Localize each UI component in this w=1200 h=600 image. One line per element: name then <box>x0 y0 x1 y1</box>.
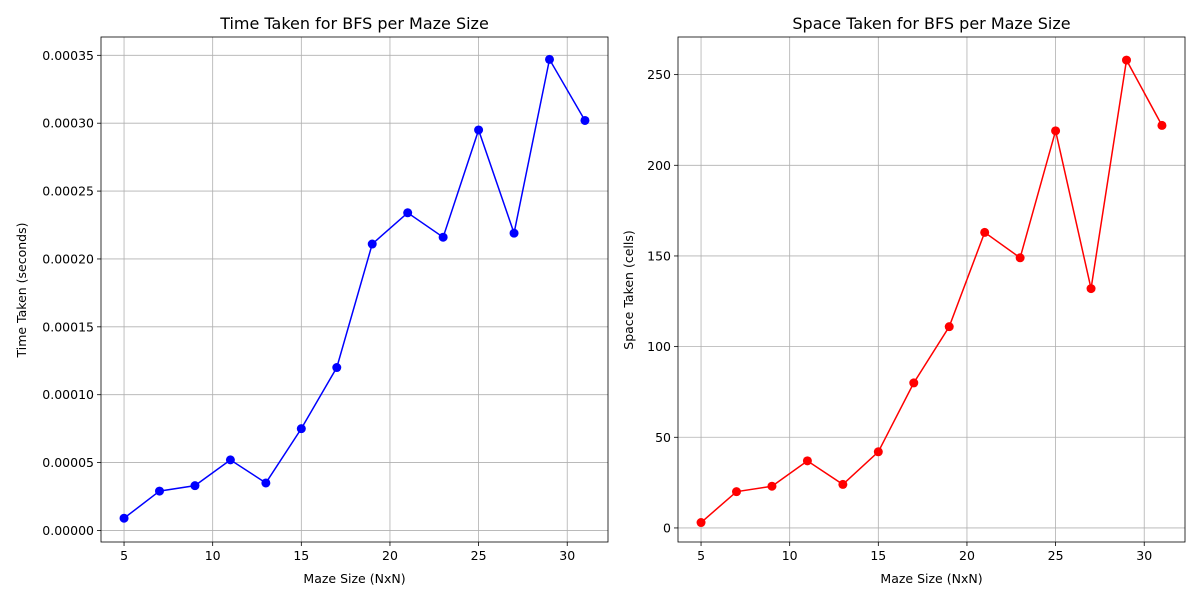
time-y-tick-label: 0.00000 <box>42 523 94 538</box>
space-data-point <box>909 378 919 388</box>
time-data-point <box>225 455 235 465</box>
time-data-point <box>438 232 448 242</box>
space-data-point <box>838 479 848 489</box>
time-x-tick-label: 30 <box>559 548 575 563</box>
space-x-tick-label: 25 <box>1048 548 1064 563</box>
space-series-line <box>700 57 1163 524</box>
time-data-point <box>261 478 271 488</box>
space-chart-ylabel: Space Taken (cells) <box>621 230 636 349</box>
space-data-point <box>696 518 706 528</box>
time-x-tick-label: 25 <box>471 548 487 563</box>
time-x-tick-label: 5 <box>120 548 128 563</box>
space-data-point <box>980 227 990 237</box>
space-data-point <box>1122 55 1131 65</box>
time-data-point <box>155 486 164 496</box>
time-data-point <box>509 228 519 238</box>
time-y-tick-label: 0.00015 <box>42 319 94 334</box>
time-chart-xlabel: Maze Size (NxN) <box>303 571 405 586</box>
time-x-tick-label: 15 <box>293 548 309 563</box>
space-x-tick-label: 15 <box>870 548 886 563</box>
space-data-point <box>1051 126 1061 136</box>
time-y-tick-label: 0.00020 <box>42 251 94 266</box>
space-y-tick-label: 150 <box>647 248 671 263</box>
space-plot-frame <box>677 36 1186 543</box>
time-series-line <box>123 57 586 519</box>
space-x-tick-label: 10 <box>782 548 798 563</box>
time-y-tick-label: 0.00025 <box>42 184 94 199</box>
space-data-point <box>1015 253 1025 263</box>
time-data-point <box>367 239 377 249</box>
time-chart-title: Time Taken for BFS per Maze Size <box>219 14 489 33</box>
space-chart: Space Taken for BFS per Maze Size Maze S… <box>621 14 1186 586</box>
space-data-point <box>1086 284 1096 294</box>
space-chart-title: Space Taken for BFS per Maze Size <box>792 14 1070 33</box>
time-data-point <box>296 424 306 434</box>
space-y-tick-label: 100 <box>647 339 671 354</box>
space-data-point <box>802 456 812 466</box>
space-y-tick-label: 50 <box>655 430 671 445</box>
time-data-point <box>119 513 129 523</box>
time-y-tick-label: 0.00035 <box>42 48 94 63</box>
time-y-tick-label: 0.00005 <box>42 455 94 470</box>
space-data-point <box>873 447 883 457</box>
time-plot-frame <box>100 36 609 543</box>
time-chart-ylabel: Time Taken (seconds) <box>14 222 29 358</box>
time-y-tick-label: 0.00010 <box>42 387 94 402</box>
time-data-point <box>403 208 413 218</box>
space-y-tick-label: 200 <box>647 158 671 173</box>
time-data-point <box>545 54 554 64</box>
space-data-point <box>944 322 954 332</box>
time-data-point <box>474 125 484 135</box>
space-data-point <box>1157 120 1167 130</box>
space-x-tick-label: 20 <box>959 548 975 563</box>
space-x-tick-label: 30 <box>1136 548 1152 563</box>
space-data-point <box>767 481 777 491</box>
space-y-tick-label: 250 <box>647 67 671 82</box>
time-chart: Time Taken for BFS per Maze Size Maze Si… <box>14 14 609 586</box>
space-x-tick-label: 5 <box>697 548 705 563</box>
time-y-tick-label: 0.00030 <box>42 116 94 131</box>
space-chart-xlabel: Maze Size (NxN) <box>880 571 982 586</box>
time-x-tick-label: 20 <box>382 548 398 563</box>
time-x-tick-label: 10 <box>205 548 221 563</box>
time-data-point <box>190 481 200 491</box>
time-data-point <box>580 115 590 125</box>
space-data-point <box>732 487 741 497</box>
time-data-point <box>332 363 342 373</box>
space-y-tick-label: 0 <box>663 520 671 535</box>
